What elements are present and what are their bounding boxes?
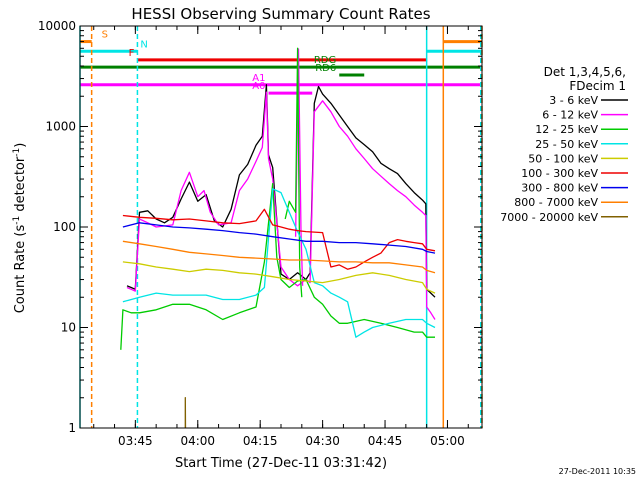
- flag-label-f: F: [129, 48, 135, 59]
- y-tick-label-100: 100: [53, 220, 76, 234]
- series-line-6-12-kev-0: [126, 91, 436, 320]
- legend-label-50-100-kev: 50 - 100 keV: [528, 152, 598, 165]
- series-line-12-25-kev-0: [120, 182, 435, 350]
- y-tick-label-1000: 1000: [45, 120, 76, 134]
- series-line-100-300-kev-0: [122, 208, 436, 270]
- flag-label-s: S: [102, 30, 108, 41]
- y-ticks: 1 10 100 1000 10000: [38, 19, 482, 435]
- y-axis-label-sup2: -1: [12, 148, 22, 157]
- y-tick-label-10000: 10000: [38, 19, 76, 33]
- x-tick-label-03-45: 03:45: [118, 434, 153, 448]
- series-line-12-25-kev-1: [284, 47, 303, 298]
- x-tick-label-04-30: 04:30: [305, 434, 340, 448]
- legend-label-3-6-kev: 3 - 6 keV: [549, 94, 598, 107]
- legend-label-7000-20000-kev: 7000 - 20000 keV: [500, 211, 598, 224]
- x-tick-label-04-00: 04:00: [180, 434, 215, 448]
- legend-header-2: FDecim 1: [569, 79, 626, 93]
- flag-label-rdg: RDG: [314, 55, 336, 66]
- x-ticks: 03:45 04:00 04:15 04:30 04:45 05:00: [93, 26, 469, 448]
- x-tick-label-05-00: 05:00: [430, 434, 465, 448]
- footer-timestamp: 27-Dec-2011 10:35: [559, 467, 636, 476]
- y-axis-label: Count Rate (s-1 detector-1): [12, 143, 28, 314]
- series-line-800-7000-kev-0: [122, 240, 436, 274]
- y-tick-label-1: 1: [68, 421, 76, 435]
- flag-label-a0: A0: [252, 81, 265, 92]
- chart-title: HESSI Observing Summary Count Rates: [131, 5, 430, 23]
- flag-label-rd6: RD6: [315, 63, 336, 74]
- y-axis-label-sup1: -1: [12, 216, 22, 225]
- flag-label-n: N: [140, 39, 147, 50]
- flag-label-a1: A1: [252, 73, 265, 84]
- legend-label-100-300-kev: 100 - 300 keV: [521, 167, 598, 180]
- y-tick-label-10: 10: [61, 321, 76, 335]
- x-tick-label-04-15: 04:15: [243, 434, 278, 448]
- legend-label-12-25-kev: 12 - 25 keV: [535, 123, 598, 136]
- y-axis-label-mid: detector: [13, 156, 28, 216]
- series-line-300-800-kev-0: [122, 222, 436, 254]
- y-axis-label-main: Count Rate (s: [13, 225, 28, 314]
- x-tick-label-04-45: 04:45: [368, 434, 403, 448]
- legend-header-1: Det 1,3,4,5,6,: [544, 65, 626, 79]
- legend-label-25-50-kev: 25 - 50 keV: [535, 138, 598, 151]
- series-lines: [120, 47, 436, 429]
- legend-label-300-800-kev: 300 - 800 keV: [521, 182, 598, 195]
- legend-label-800-7000-kev: 800 - 7000 keV: [514, 196, 598, 209]
- x-axis-label: Start Time (27-Dec-11 03:31:42): [175, 456, 387, 471]
- y-axis-label-end: ): [13, 143, 28, 148]
- legend-label-6-12-kev: 6 - 12 keV: [542, 109, 598, 122]
- series-line-50-100-kev-0: [122, 261, 436, 294]
- legend: Det 1,3,4,5,6, FDecim 1 3 - 6 keV 6 - 12 …: [500, 65, 628, 224]
